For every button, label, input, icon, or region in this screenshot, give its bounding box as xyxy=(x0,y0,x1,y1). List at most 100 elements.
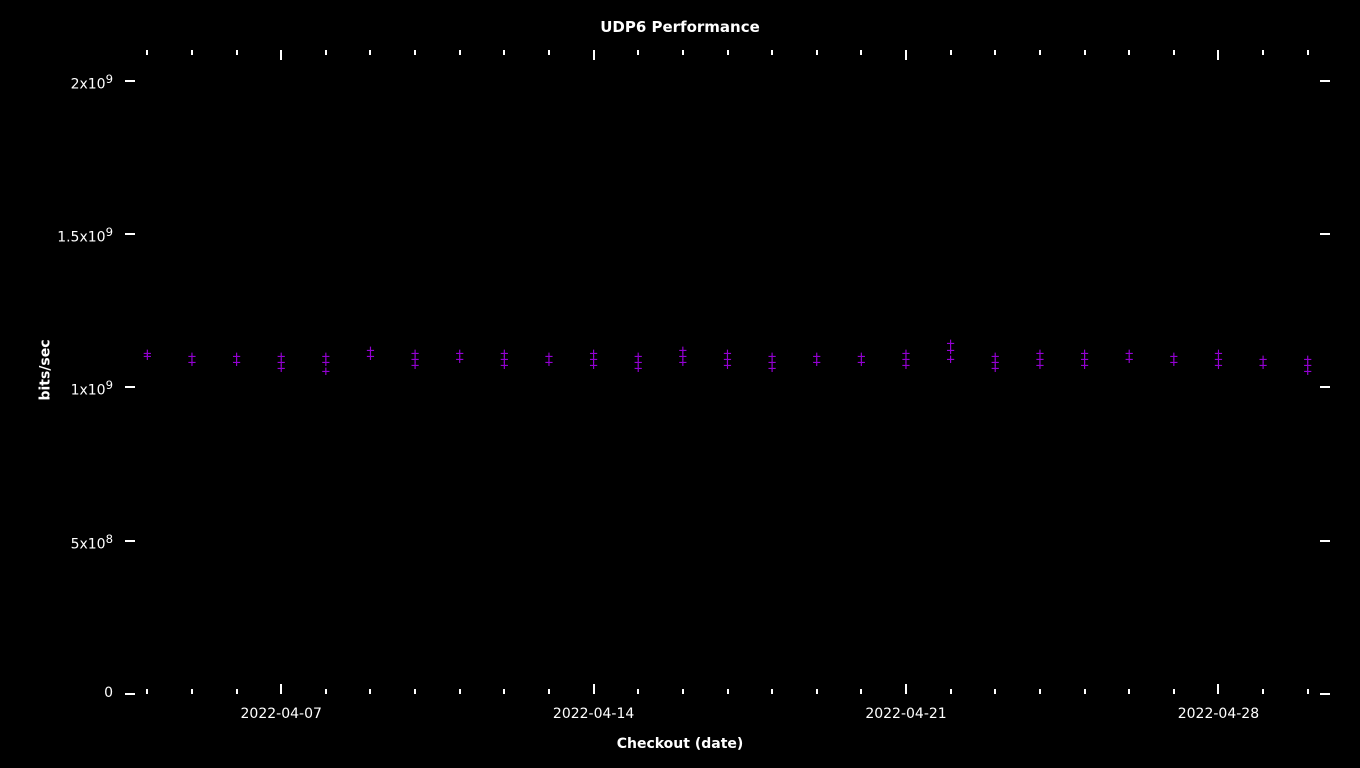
x-minor-tick xyxy=(1262,50,1264,55)
x-minor-tick xyxy=(236,689,238,694)
x-minor-tick xyxy=(414,689,416,694)
data-point: + xyxy=(1125,347,1133,361)
x-minor-tick xyxy=(771,50,773,55)
x-minor-tick xyxy=(994,50,996,55)
data-point: + xyxy=(1303,353,1311,367)
x-major-tick xyxy=(905,684,907,694)
data-point: + xyxy=(634,350,642,364)
data-point: + xyxy=(322,350,330,364)
x-minor-tick xyxy=(950,689,952,694)
x-minor-tick xyxy=(325,50,327,55)
data-point: + xyxy=(589,347,597,361)
x-minor-tick xyxy=(369,50,371,55)
x-axis-label: Checkout (date) xyxy=(0,736,1360,752)
x-minor-tick xyxy=(459,50,461,55)
x-minor-tick xyxy=(637,50,639,55)
y-tick-label: 5x108 xyxy=(40,532,113,553)
x-minor-tick xyxy=(1173,50,1175,55)
x-major-tick xyxy=(1217,684,1219,694)
x-minor-tick xyxy=(771,689,773,694)
x-minor-tick xyxy=(1039,50,1041,55)
y-tick-mark xyxy=(1320,540,1330,542)
y-tick-label: 1x109 xyxy=(40,378,113,399)
chart-title: UDP6 Performance xyxy=(0,18,1360,36)
data-point: + xyxy=(1170,350,1178,364)
data-point: + xyxy=(1036,347,1044,361)
x-minor-tick xyxy=(1307,689,1309,694)
x-major-tick xyxy=(593,684,595,694)
x-minor-tick xyxy=(1307,50,1309,55)
data-point: + xyxy=(1259,353,1267,367)
data-point: + xyxy=(723,347,731,361)
x-minor-tick xyxy=(548,50,550,55)
y-tick-label: 1.5x109 xyxy=(40,225,113,246)
y-tick-mark xyxy=(125,233,135,235)
data-point: + xyxy=(946,337,954,351)
y-tick-mark xyxy=(125,386,135,388)
x-minor-tick xyxy=(682,689,684,694)
x-minor-tick xyxy=(548,689,550,694)
x-minor-tick xyxy=(414,50,416,55)
data-point: + xyxy=(143,347,151,361)
x-minor-tick xyxy=(637,689,639,694)
data-point: + xyxy=(679,344,687,358)
x-minor-tick xyxy=(146,50,148,55)
x-minor-tick xyxy=(191,50,193,55)
x-minor-tick xyxy=(236,50,238,55)
x-minor-tick xyxy=(503,50,505,55)
x-minor-tick xyxy=(682,50,684,55)
data-point: + xyxy=(1214,347,1222,361)
x-minor-tick xyxy=(1084,50,1086,55)
y-tick-label: 2x109 xyxy=(40,72,113,93)
x-minor-tick xyxy=(459,689,461,694)
x-minor-tick xyxy=(1128,689,1130,694)
x-minor-tick xyxy=(1039,689,1041,694)
x-minor-tick xyxy=(816,50,818,55)
x-major-tick xyxy=(905,50,907,60)
x-major-tick xyxy=(1217,50,1219,60)
y-tick-mark xyxy=(1320,386,1330,388)
data-point: + xyxy=(1080,347,1088,361)
data-point: + xyxy=(991,350,999,364)
x-tick-label: 2022-04-07 xyxy=(241,706,322,722)
x-minor-tick xyxy=(994,689,996,694)
x-minor-tick xyxy=(1128,50,1130,55)
x-minor-tick xyxy=(191,689,193,694)
data-point: + xyxy=(857,350,865,364)
y-tick-mark xyxy=(1320,233,1330,235)
x-major-tick xyxy=(280,684,282,694)
data-point: + xyxy=(500,347,508,361)
x-minor-tick xyxy=(503,689,505,694)
y-tick-mark xyxy=(1320,693,1330,695)
x-minor-tick xyxy=(860,50,862,55)
data-point: + xyxy=(456,347,464,361)
y-tick-mark xyxy=(125,693,135,695)
data-point: + xyxy=(768,350,776,364)
x-tick-label: 2022-04-28 xyxy=(1178,706,1259,722)
x-tick-label: 2022-04-14 xyxy=(553,706,634,722)
data-point: + xyxy=(277,350,285,364)
data-point: + xyxy=(545,350,553,364)
x-minor-tick xyxy=(1084,689,1086,694)
x-minor-tick xyxy=(860,689,862,694)
y-tick-label: 0 xyxy=(40,685,113,701)
x-minor-tick xyxy=(146,689,148,694)
data-point: + xyxy=(188,350,196,364)
y-tick-mark xyxy=(125,540,135,542)
x-minor-tick xyxy=(1262,689,1264,694)
data-point: + xyxy=(902,347,910,361)
data-point: + xyxy=(813,350,821,364)
y-tick-mark xyxy=(125,80,135,82)
x-tick-label: 2022-04-21 xyxy=(865,706,946,722)
x-minor-tick xyxy=(369,689,371,694)
x-minor-tick xyxy=(727,50,729,55)
y-tick-mark xyxy=(1320,80,1330,82)
x-minor-tick xyxy=(1173,689,1175,694)
x-minor-tick xyxy=(727,689,729,694)
data-point: + xyxy=(366,344,374,358)
data-point: + xyxy=(232,350,240,364)
x-minor-tick xyxy=(816,689,818,694)
x-minor-tick xyxy=(950,50,952,55)
x-major-tick xyxy=(280,50,282,60)
data-point: + xyxy=(411,347,419,361)
